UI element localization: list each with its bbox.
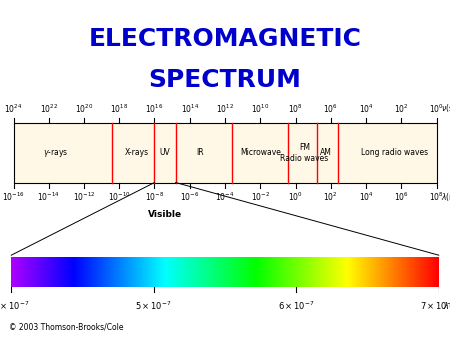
Text: X-rays: X-rays	[125, 148, 149, 158]
Text: $\lambda$(m): $\lambda$(m)	[441, 191, 450, 203]
Text: $10^{8}$: $10^{8}$	[429, 191, 444, 203]
Text: $10^{0}$: $10^{0}$	[429, 102, 444, 115]
Text: SPECTRUM: SPECTRUM	[148, 68, 302, 92]
Text: © 2003 Thomson-Brooks/Cole: © 2003 Thomson-Brooks/Cole	[9, 322, 123, 331]
Text: $10^{-14}$: $10^{-14}$	[37, 191, 60, 203]
Text: Microwave: Microwave	[240, 148, 281, 158]
Text: $6 \times 10^{-7}$: $6 \times 10^{-7}$	[278, 300, 315, 312]
Text: $10^{0}$: $10^{0}$	[288, 191, 303, 203]
Text: $10^{-4}$: $10^{-4}$	[216, 191, 234, 203]
Text: $10^{16}$: $10^{16}$	[145, 102, 164, 115]
Text: $10^{4}$: $10^{4}$	[359, 191, 374, 203]
Text: $10^{-6}$: $10^{-6}$	[180, 191, 199, 203]
Text: $10^{2}$: $10^{2}$	[394, 102, 409, 115]
Text: $\nu$(s$^{-1}$): $\nu$(s$^{-1}$)	[441, 101, 450, 115]
Text: $10^{18}$: $10^{18}$	[110, 102, 128, 115]
FancyBboxPatch shape	[14, 123, 436, 183]
Text: $7 \times 10^{-7}$: $7 \times 10^{-7}$	[420, 300, 450, 312]
Text: $\lambda$(m): $\lambda$(m)	[443, 300, 450, 312]
Text: $10^{-16}$: $10^{-16}$	[2, 191, 25, 203]
Text: Long radio waves: Long radio waves	[360, 148, 428, 158]
Text: $10^{10}$: $10^{10}$	[251, 102, 270, 115]
Text: $10^{-12}$: $10^{-12}$	[73, 191, 95, 203]
Text: $10^{6}$: $10^{6}$	[323, 102, 338, 115]
Text: AM: AM	[320, 148, 331, 158]
Text: IR: IR	[197, 148, 204, 158]
Text: $10^{12}$: $10^{12}$	[216, 102, 234, 115]
Text: ELECTROMAGNETIC: ELECTROMAGNETIC	[89, 27, 361, 51]
Text: $10^{24}$: $10^{24}$	[4, 102, 22, 115]
Text: $10^{2}$: $10^{2}$	[324, 191, 338, 203]
Text: FM
Radio waves: FM Radio waves	[280, 143, 328, 163]
Text: $10^{4}$: $10^{4}$	[359, 102, 374, 115]
Text: Visible: Visible	[148, 210, 182, 219]
Text: $4 \times 10^{-7}$: $4 \times 10^{-7}$	[0, 300, 30, 312]
Text: $10^{8}$: $10^{8}$	[288, 102, 303, 115]
Text: $10^{6}$: $10^{6}$	[394, 191, 409, 203]
Text: $5 \times 10^{-7}$: $5 \times 10^{-7}$	[135, 300, 172, 312]
Text: UV: UV	[160, 148, 171, 158]
Text: $10^{14}$: $10^{14}$	[180, 102, 199, 115]
Text: $10^{20}$: $10^{20}$	[75, 102, 93, 115]
Text: $10^{-2}$: $10^{-2}$	[251, 191, 270, 203]
Text: $10^{22}$: $10^{22}$	[40, 102, 58, 115]
Text: $10^{-8}$: $10^{-8}$	[145, 191, 164, 203]
Text: $\gamma$-rays: $\gamma$-rays	[43, 147, 68, 159]
Text: $10^{-10}$: $10^{-10}$	[108, 191, 130, 203]
